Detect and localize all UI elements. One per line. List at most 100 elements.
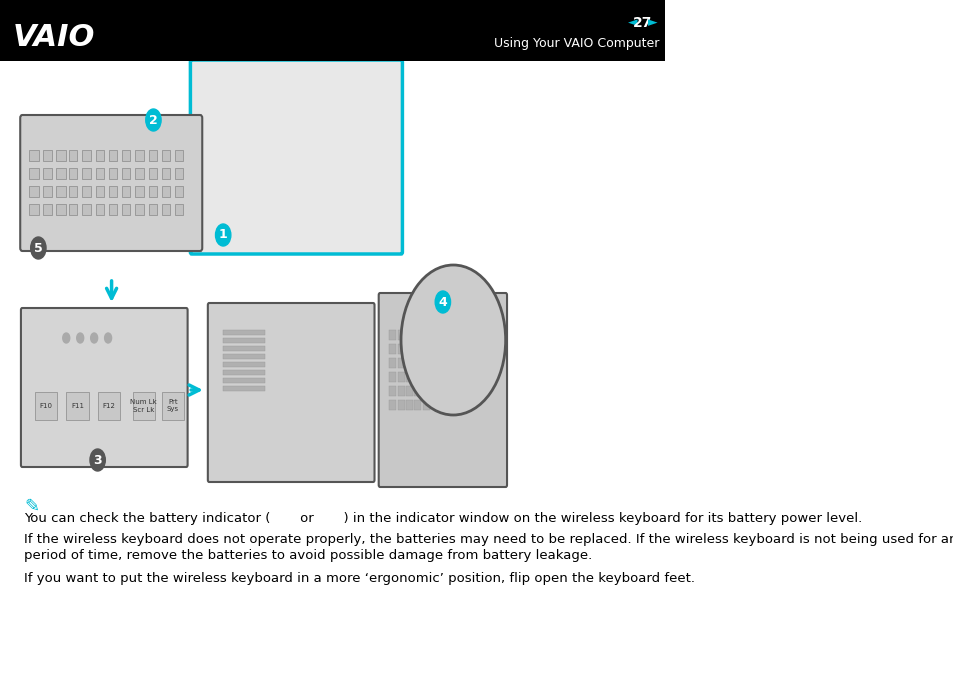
Bar: [55, 168, 66, 179]
Text: 4: 4: [438, 295, 447, 309]
Bar: [397, 358, 404, 368]
Bar: [55, 204, 66, 215]
FancyBboxPatch shape: [378, 293, 506, 487]
Bar: [414, 400, 421, 410]
Bar: [223, 354, 265, 359]
Text: period of time, remove the batteries to avoid possible damage from battery leaka: period of time, remove the batteries to …: [25, 549, 592, 562]
Bar: [405, 358, 413, 368]
Text: Using Your VAIO Computer: Using Your VAIO Computer: [494, 37, 659, 50]
Bar: [389, 358, 395, 368]
Text: VAIO: VAIO: [12, 23, 95, 52]
Text: ◄: ◄: [628, 17, 638, 30]
Bar: [43, 186, 52, 197]
Text: 2: 2: [149, 113, 157, 127]
Bar: [30, 168, 39, 179]
Text: 27: 27: [632, 16, 651, 30]
Bar: [414, 330, 421, 340]
Bar: [422, 344, 429, 354]
Bar: [397, 386, 404, 396]
Circle shape: [30, 237, 46, 259]
Bar: [414, 372, 421, 382]
Bar: [223, 370, 265, 375]
Bar: [174, 150, 183, 161]
Bar: [95, 150, 104, 161]
Bar: [69, 186, 77, 197]
Bar: [162, 392, 184, 420]
Bar: [223, 330, 265, 335]
Bar: [30, 204, 39, 215]
Bar: [422, 372, 429, 382]
Bar: [122, 150, 131, 161]
Bar: [223, 338, 265, 343]
Bar: [223, 386, 265, 391]
Bar: [69, 204, 77, 215]
Text: If the wireless keyboard does not operate properly, the batteries may need to be: If the wireless keyboard does not operat…: [25, 533, 953, 546]
Circle shape: [91, 333, 97, 343]
Bar: [66, 392, 89, 420]
Bar: [397, 372, 404, 382]
Bar: [135, 186, 144, 197]
Bar: [149, 186, 156, 197]
Bar: [149, 204, 156, 215]
Bar: [43, 204, 52, 215]
Bar: [30, 150, 39, 161]
Bar: [109, 168, 117, 179]
Text: F11: F11: [71, 403, 84, 409]
Bar: [69, 150, 77, 161]
Bar: [389, 400, 395, 410]
Bar: [97, 392, 120, 420]
Text: ✎: ✎: [25, 498, 39, 516]
Bar: [35, 392, 57, 420]
Bar: [405, 330, 413, 340]
Bar: [405, 386, 413, 396]
Bar: [109, 204, 117, 215]
Bar: [389, 372, 395, 382]
Bar: [405, 400, 413, 410]
Circle shape: [215, 224, 231, 246]
Bar: [55, 150, 66, 161]
Bar: [135, 150, 144, 161]
Text: F12: F12: [102, 403, 115, 409]
Bar: [149, 168, 156, 179]
Bar: [122, 168, 131, 179]
Bar: [422, 400, 429, 410]
Bar: [223, 346, 265, 351]
Bar: [162, 204, 170, 215]
Text: 3: 3: [93, 454, 102, 466]
Circle shape: [400, 265, 505, 415]
Bar: [397, 400, 404, 410]
Bar: [389, 386, 395, 396]
Text: If you want to put the wireless keyboard in a more ‘ergonomic’ position, flip op: If you want to put the wireless keyboard…: [25, 572, 695, 585]
Bar: [122, 186, 131, 197]
Text: 1: 1: [218, 228, 228, 241]
Bar: [414, 386, 421, 396]
Bar: [162, 150, 170, 161]
Bar: [389, 344, 395, 354]
Text: You can check the battery indicator (       or       ) in the indicator window o: You can check the battery indicator ( or…: [25, 512, 862, 525]
Bar: [397, 330, 404, 340]
FancyBboxPatch shape: [20, 115, 202, 251]
Bar: [414, 358, 421, 368]
Bar: [55, 186, 66, 197]
Bar: [135, 168, 144, 179]
Bar: [43, 168, 52, 179]
Text: ►: ►: [647, 17, 657, 30]
Bar: [95, 204, 104, 215]
Bar: [174, 168, 183, 179]
Bar: [422, 330, 429, 340]
Circle shape: [90, 449, 105, 471]
Bar: [414, 344, 421, 354]
Bar: [397, 344, 404, 354]
Bar: [174, 204, 183, 215]
Bar: [30, 186, 39, 197]
Bar: [389, 330, 395, 340]
Bar: [95, 186, 104, 197]
Text: Num Lk
Scr Lk: Num Lk Scr Lk: [131, 400, 157, 412]
Text: F10: F10: [39, 403, 52, 409]
Bar: [82, 204, 91, 215]
Bar: [405, 372, 413, 382]
Bar: [82, 150, 91, 161]
Bar: [422, 386, 429, 396]
Circle shape: [76, 333, 84, 343]
Bar: [82, 168, 91, 179]
